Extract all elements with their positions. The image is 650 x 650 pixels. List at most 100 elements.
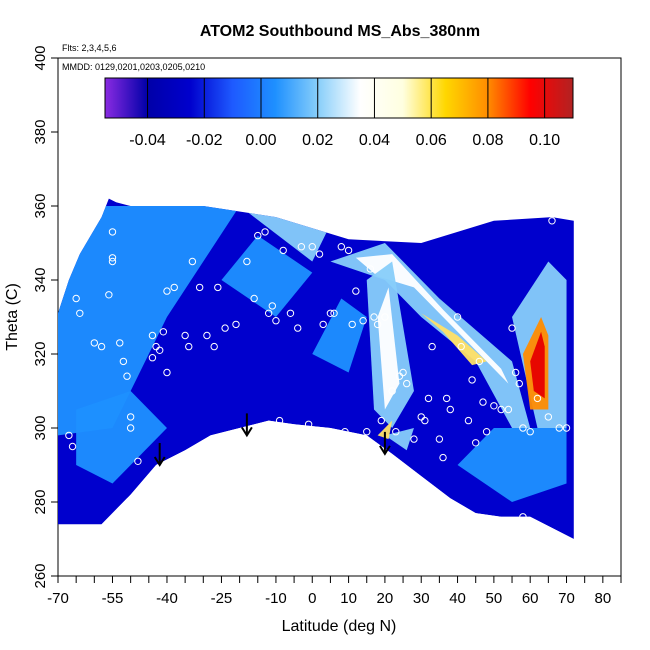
- sample-point: [108, 254, 117, 262]
- sample-point: [261, 228, 269, 236]
- sample-point: [515, 379, 523, 388]
- sample-point: [464, 416, 473, 425]
- sample-point: [381, 313, 389, 321]
- sample-point: [228, 431, 237, 440]
- sample-point: [308, 243, 316, 251]
- sample-point: [105, 291, 113, 299]
- sample-point: [337, 243, 346, 251]
- sample-point: [435, 435, 444, 443]
- y-tick-label: 300: [32, 415, 49, 440]
- colorbar-tick-label: -0.02: [186, 132, 223, 149]
- sample-point: [134, 457, 142, 465]
- x-tick-label: 40: [449, 590, 466, 607]
- colorbar-tick-label: 0.00: [245, 132, 276, 149]
- x-tick-label: 80: [594, 590, 611, 607]
- sample-point: [504, 405, 513, 414]
- sample-point: [210, 342, 218, 351]
- sample-point: [479, 398, 487, 406]
- sample-point: [108, 257, 117, 266]
- sample-point: [137, 490, 146, 499]
- dates-note: MMDD: 0129,0201,0203,0205,0210: [62, 62, 205, 72]
- colorbar-tick-label: 0.10: [529, 132, 560, 149]
- sample-point: [511, 368, 520, 377]
- sample-point: [421, 416, 429, 425]
- sample-point: [377, 416, 385, 425]
- sample-point: [533, 394, 542, 403]
- y-tick-label: 400: [32, 45, 49, 70]
- sample-point: [170, 283, 178, 292]
- sample-point: [65, 431, 73, 440]
- sample-point: [243, 257, 251, 266]
- sample-point: [453, 313, 462, 321]
- y-tick-label: 280: [32, 489, 49, 514]
- sample-point: [294, 324, 302, 332]
- x-tick-label: 30: [413, 590, 430, 607]
- sample-point: [472, 439, 480, 447]
- sample-point: [315, 250, 324, 258]
- x-tick-label: 50: [486, 590, 503, 607]
- arrow-marker: [153, 443, 166, 467]
- x-tick-label: -40: [156, 590, 178, 607]
- sample-point: [90, 339, 99, 347]
- sample-point: [424, 394, 433, 403]
- sample-point: [97, 342, 106, 351]
- sample-point: [76, 309, 84, 317]
- sample-point: [508, 324, 516, 332]
- sample-point: [519, 513, 527, 521]
- sample-point: [366, 265, 375, 273]
- sample-point: [163, 287, 171, 295]
- sample-point: [428, 342, 436, 351]
- sample-point: [410, 435, 418, 443]
- sample-point: [119, 357, 128, 366]
- sample-point: [250, 294, 258, 303]
- sample-point: [348, 320, 356, 329]
- x-tick-label: 20: [377, 590, 394, 607]
- arrow-marker: [241, 413, 253, 438]
- colorbar-tick-label: -0.04: [129, 132, 166, 149]
- x-tick-label: 10: [340, 590, 357, 607]
- sample-point: [203, 331, 211, 340]
- sample-point: [188, 257, 197, 266]
- sample-point: [562, 424, 571, 432]
- sample-point: [363, 428, 371, 436]
- x-tick-label: 70: [558, 590, 575, 607]
- sample-point: [519, 424, 527, 432]
- y-tick-label: 260: [32, 563, 49, 588]
- sample-points: [65, 217, 571, 521]
- surface-mask: [101, 420, 574, 569]
- sample-point: [373, 320, 382, 329]
- sample-point: [446, 405, 454, 414]
- sample-point: [264, 309, 273, 317]
- sample-point: [392, 428, 400, 436]
- sample-point: [145, 476, 153, 484]
- y-axis-label: Theta (C): [4, 283, 21, 351]
- y-axis: 260 280 300 320 340 360 380 400: [32, 45, 58, 589]
- sample-point: [330, 309, 338, 317]
- sample-point: [126, 413, 135, 421]
- sample-point: [548, 217, 556, 225]
- x-tick-label: 60: [522, 590, 539, 607]
- sample-point: [123, 372, 131, 380]
- sample-point: [457, 342, 465, 351]
- sample-point: [304, 420, 313, 428]
- sample-point: [370, 313, 378, 321]
- sample-point: [195, 283, 204, 292]
- sample-point: [275, 416, 284, 425]
- x-axis-label: Latitude (deg N): [282, 618, 397, 635]
- colorbar-tick-label: 0.08: [472, 132, 503, 149]
- sample-point: [359, 317, 367, 325]
- sample-point: [468, 376, 476, 384]
- sample-point: [148, 354, 157, 362]
- sample-point: [490, 402, 498, 410]
- sample-point: [116, 339, 124, 347]
- sample-point: [148, 331, 157, 340]
- colorbar-tick-label: 0.06: [416, 132, 447, 149]
- sample-point: [384, 457, 393, 465]
- colorbar-tick-label: 0.04: [359, 132, 390, 149]
- sample-point: [352, 287, 360, 295]
- sample-point: [402, 379, 411, 388]
- y-tick-label: 340: [32, 267, 49, 292]
- sample-point: [388, 387, 396, 395]
- sample-point: [475, 357, 484, 366]
- sample-point: [272, 317, 280, 325]
